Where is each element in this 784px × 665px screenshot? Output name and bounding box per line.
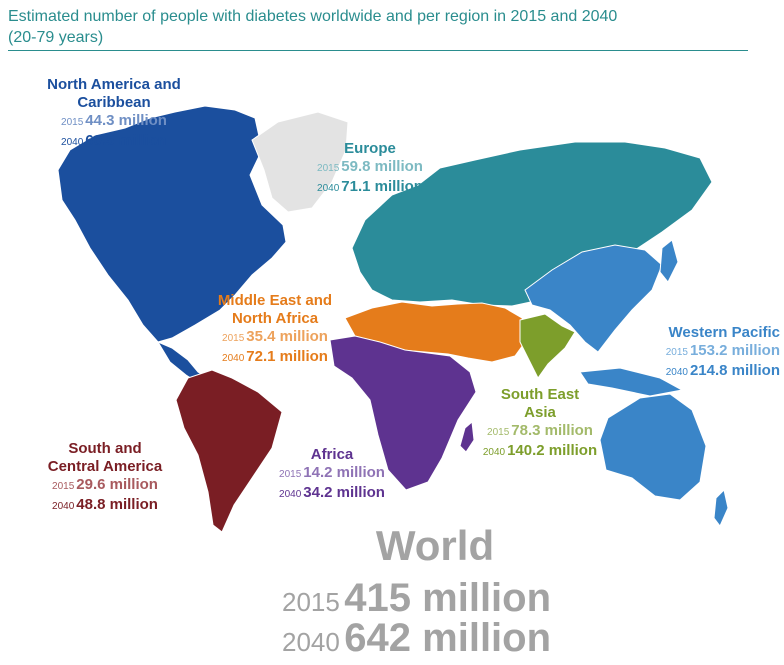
mena-2040-value: 72.1 million (246, 348, 328, 365)
title-line-2: (20-79 years) (8, 29, 104, 46)
north-america-name-1: North America and (47, 76, 181, 93)
south-america-name-1: South and (68, 440, 142, 457)
north-america-2040-year: 2040 (61, 137, 84, 148)
mena-name-2: North Africa (231, 310, 319, 327)
south-america-2040-year: 2040 (52, 501, 75, 512)
europe-name: Europe (344, 140, 396, 157)
western-pacific-2015: 2015 153.2 million (614, 342, 780, 362)
north-america-2015-year: 2015 (61, 117, 84, 128)
north-america-name-2: Caribbean (77, 94, 151, 111)
world-2040-year: 2040 (282, 627, 340, 657)
mena-name-1: Middle East and (217, 292, 333, 309)
western-pacific-2040-year: 2040 (665, 367, 688, 378)
sea-name-1: South East (500, 386, 580, 403)
mena-2040: 2040 72.1 million (200, 348, 350, 368)
region-new-zealand (713, 489, 729, 527)
south-america-name-2: Central America (47, 458, 163, 475)
world-2040-value: 642 million (344, 616, 552, 660)
western-pacific-2015-value: 153.2 million (689, 342, 780, 359)
region-south-america (175, 369, 283, 533)
western-pacific-2040-value: 214.8 million (689, 362, 780, 379)
world-2015-year: 2015 (282, 587, 340, 617)
sea-2040-year: 2040 (482, 447, 506, 458)
africa-2040-year: 2040 (279, 489, 302, 500)
sea-2015-year: 2015 (487, 427, 510, 438)
region-southeast-islands (579, 367, 684, 397)
sea-2015-value: 78.3 million (511, 422, 593, 439)
world-2015-value: 415 million (344, 576, 552, 620)
region-north-america (57, 105, 287, 343)
label-europe: Europe 2015 59.8 million 2040 71.1 million (300, 140, 440, 198)
region-south-east-asia (519, 313, 576, 379)
europe-2040-value: 71.1 million (341, 178, 423, 195)
western-pacific-2040: 2040 214.8 million (614, 362, 780, 382)
sea-2040: 2040 140.2 million (470, 442, 610, 462)
africa-2040: 2040 34.2 million (262, 484, 402, 504)
south-america-2040: 2040 48.8 million (30, 496, 180, 516)
africa-2015-year: 2015 (279, 469, 302, 480)
western-pacific-name: Western Pacific (668, 324, 780, 341)
mena-2015: 2015 35.4 million (200, 328, 350, 348)
north-america-2040: 2040 60.5 million (14, 132, 214, 152)
south-america-2015-year: 2015 (52, 481, 75, 492)
label-western-pacific: Western Pacific 2015 153.2 million 2040 21… (614, 324, 780, 382)
region-europe (351, 141, 713, 307)
world-2040: 2040 642 million (282, 616, 551, 661)
title-line-1: Estimated number of people with diabetes… (8, 8, 618, 25)
world-2015: 2015 415 million (282, 576, 551, 621)
western-pacific-2015-year: 2015 (665, 347, 688, 358)
label-mena: Middle East and North Africa 2015 35.4 mi… (200, 292, 350, 368)
sea-2040-value: 140.2 million (507, 442, 598, 459)
africa-2015-value: 14.2 million (303, 464, 385, 481)
region-japan (659, 239, 679, 283)
europe-2015: 2015 59.8 million (300, 158, 440, 178)
europe-2015-value: 59.8 million (341, 158, 423, 175)
sea-name-2: Asia (524, 404, 556, 421)
europe-2040-year: 2040 (317, 183, 340, 194)
north-america-2015-value: 44.3 million (85, 112, 167, 129)
africa-2015: 2015 14.2 million (262, 464, 402, 484)
label-north-america: North America and Caribbean 2015 44.3 mil… (14, 76, 214, 152)
europe-2040: 2040 71.1 million (300, 178, 440, 198)
region-madagascar (459, 421, 475, 453)
south-america-2015-value: 29.6 million (76, 476, 158, 493)
africa-name: Africa (310, 446, 354, 463)
mena-2040-year: 2040 (222, 353, 245, 364)
region-africa (329, 335, 477, 491)
south-america-2015: 2015 29.6 million (30, 476, 180, 496)
label-africa: Africa 2015 14.2 million 2040 34.2 million (262, 446, 402, 504)
south-america-2040-value: 48.8 million (76, 496, 158, 513)
mena-2015-value: 35.4 million (246, 328, 328, 345)
sea-2015: 2015 78.3 million (470, 422, 610, 442)
mena-2015-year: 2015 (222, 333, 245, 344)
north-america-2040-value: 60.5 million (85, 132, 167, 149)
world-name: World (375, 522, 495, 569)
region-australia (599, 393, 707, 501)
north-america-2015: 2015 44.3 million (14, 112, 214, 132)
region-western-pacific (524, 244, 663, 353)
chart-title: Estimated number of people with diabetes… (8, 6, 748, 48)
africa-2040-value: 34.2 million (303, 484, 385, 501)
label-south-america: South and Central America 2015 29.6 milli… (30, 440, 180, 516)
europe-2015-year: 2015 (317, 163, 340, 174)
title-divider (8, 50, 748, 51)
label-south-east-asia: South East Asia 2015 78.3 million 2040 140… (470, 386, 610, 462)
greenland (251, 111, 349, 213)
